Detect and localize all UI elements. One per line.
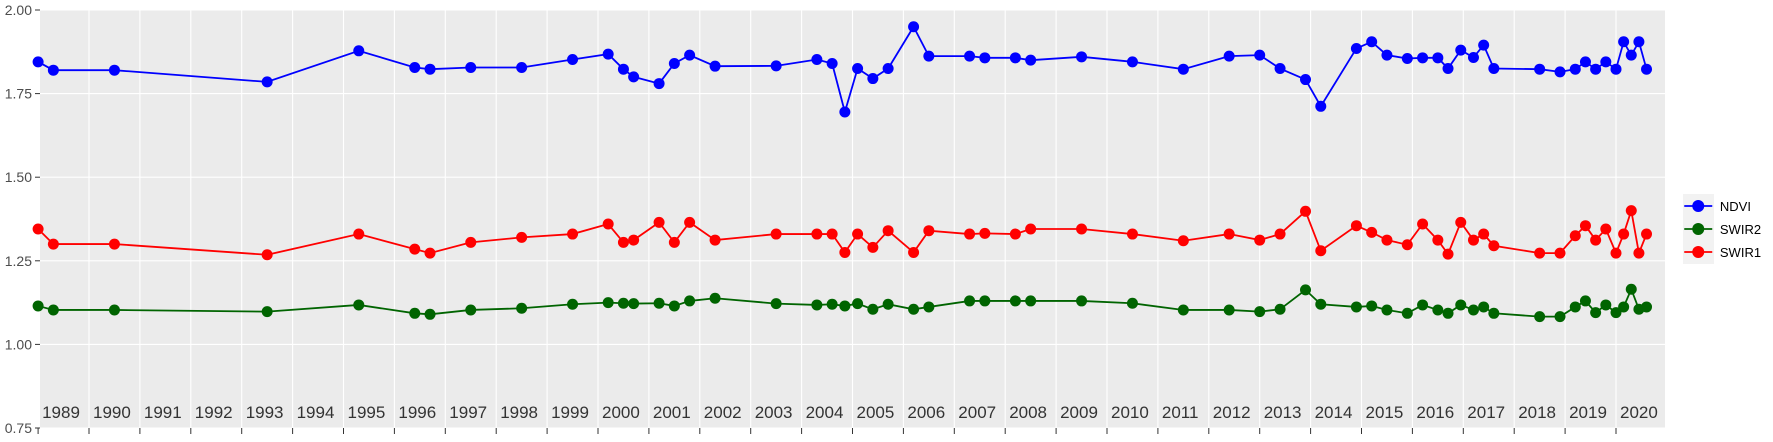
svg-text:2009: 2009 (1060, 403, 1098, 422)
svg-text:1989: 1989 (42, 403, 80, 422)
svg-text:SWIR2: SWIR2 (1720, 222, 1761, 237)
svg-text:1.00: 1.00 (5, 336, 32, 352)
svg-text:2003: 2003 (755, 403, 793, 422)
svg-text:2005: 2005 (857, 403, 895, 422)
svg-text:2007: 2007 (958, 403, 996, 422)
svg-text:1992: 1992 (195, 403, 233, 422)
svg-text:2010: 2010 (1111, 403, 1149, 422)
svg-text:2020: 2020 (1620, 403, 1658, 422)
svg-text:2008: 2008 (1009, 403, 1047, 422)
svg-text:2012: 2012 (1213, 403, 1251, 422)
svg-text:2002: 2002 (704, 403, 742, 422)
svg-text:1999: 1999 (551, 403, 589, 422)
svg-text:2011: 2011 (1162, 403, 1199, 422)
svg-text:1995: 1995 (348, 403, 386, 422)
svg-text:2017: 2017 (1467, 403, 1505, 422)
svg-text:1.75: 1.75 (5, 86, 32, 102)
svg-text:2006: 2006 (907, 403, 945, 422)
svg-text:SWIR1: SWIR1 (1720, 245, 1761, 260)
svg-text:NDVI: NDVI (1720, 199, 1751, 214)
svg-text:1996: 1996 (398, 403, 436, 422)
svg-text:2001: 2001 (653, 403, 691, 422)
svg-text:1993: 1993 (246, 403, 284, 422)
svg-text:2004: 2004 (806, 403, 844, 422)
svg-text:2.00: 2.00 (5, 2, 32, 18)
svg-text:2000: 2000 (602, 403, 640, 422)
svg-text:1991: 1991 (144, 403, 182, 422)
svg-text:1.50: 1.50 (5, 169, 32, 185)
svg-text:1997: 1997 (449, 403, 487, 422)
svg-text:1998: 1998 (500, 403, 538, 422)
svg-text:2013: 2013 (1264, 403, 1302, 422)
svg-text:2019: 2019 (1569, 403, 1607, 422)
svg-text:2014: 2014 (1315, 403, 1353, 422)
svg-text:1994: 1994 (297, 403, 335, 422)
svg-text:2015: 2015 (1366, 403, 1404, 422)
svg-text:2016: 2016 (1416, 403, 1454, 422)
svg-text:1.25: 1.25 (5, 253, 32, 269)
svg-text:0.75: 0.75 (5, 420, 32, 436)
svg-text:1990: 1990 (93, 403, 131, 422)
svg-text:2018: 2018 (1518, 403, 1556, 422)
